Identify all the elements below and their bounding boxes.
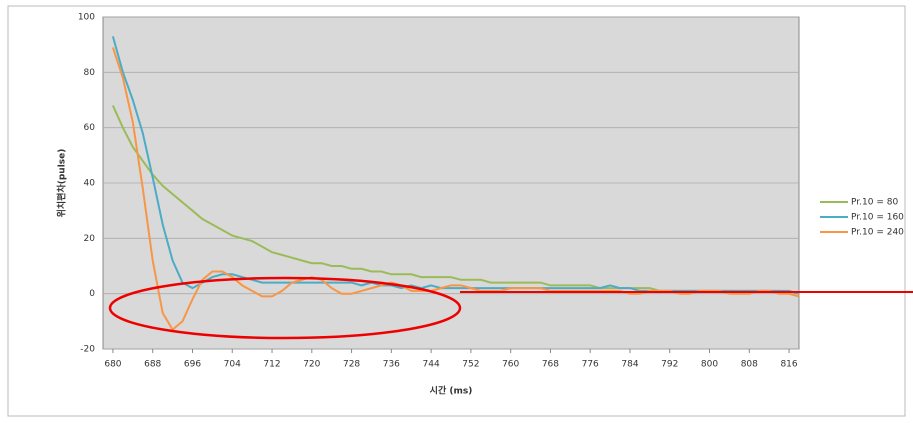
x-tick-label: 712 bbox=[263, 360, 280, 370]
x-tick-label: 808 bbox=[741, 360, 758, 370]
legend-label: Pr.10 = 80 bbox=[851, 198, 898, 208]
x-tick-label: 776 bbox=[582, 360, 599, 370]
x-tick-label: 680 bbox=[104, 360, 121, 370]
x-tick-label: 768 bbox=[542, 360, 559, 370]
legend-label: Pr.10 = 240 bbox=[851, 228, 904, 238]
x-tick-label: 720 bbox=[303, 360, 320, 370]
y-tick-label: 40 bbox=[84, 179, 96, 189]
y-tick-label: 20 bbox=[84, 234, 96, 244]
y-tick-label: 0 bbox=[89, 289, 95, 299]
y-tick-label: -20 bbox=[80, 345, 95, 355]
y-tick-label: 100 bbox=[78, 13, 95, 23]
x-tick-label: 784 bbox=[621, 360, 638, 370]
x-tick-label: 752 bbox=[462, 360, 479, 370]
y-tick-label: 60 bbox=[84, 123, 96, 133]
marks: -20 0 20 40 60 80 100 680 688 696 704 712 720 728 736 7… bbox=[78, 13, 904, 370]
x-axis-label: 시간 (ms) bbox=[430, 385, 473, 397]
x-tick-label: 704 bbox=[224, 360, 241, 370]
x-tick-label: 760 bbox=[502, 360, 519, 370]
x-tick-label: 816 bbox=[780, 360, 797, 370]
x-tick-label: 736 bbox=[383, 360, 400, 370]
x-tick-label: 800 bbox=[701, 360, 718, 370]
x-tick-label: 744 bbox=[423, 360, 440, 370]
legend-label: Pr.10 = 160 bbox=[851, 213, 904, 223]
x-tick-label: 696 bbox=[184, 360, 201, 370]
y-tick-label: 80 bbox=[84, 68, 96, 78]
y-axis-label: 위치편차(pulse) bbox=[56, 149, 68, 218]
highlight-ellipse bbox=[108, 276, 462, 340]
x-tick-label: 688 bbox=[144, 360, 161, 370]
x-tick-label: 728 bbox=[343, 360, 360, 370]
series-line bbox=[111, 47, 800, 332]
x-tick-label: 792 bbox=[661, 360, 678, 370]
